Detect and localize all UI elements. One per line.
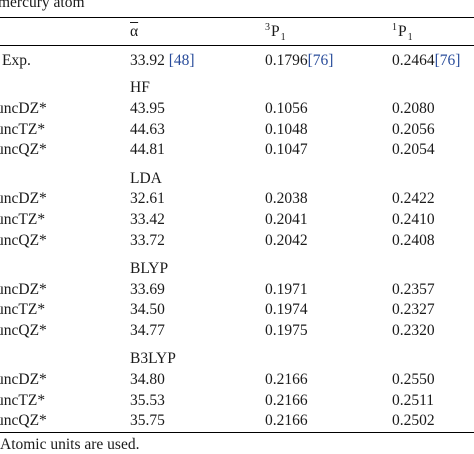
bottom-rule <box>0 432 474 433</box>
citation-link[interactable]: [76] <box>434 52 461 69</box>
row-alpha: 35.53 <box>130 392 165 409</box>
row-p3: 0.1974 <box>265 301 308 318</box>
row-alpha: 44.63 <box>130 121 165 138</box>
row-alpha: 44.81 <box>130 141 165 158</box>
exp-p1: 0.2464[76] <box>392 52 461 69</box>
exp-p3: 0.1796[76] <box>265 52 334 69</box>
row-basis: uncQZ* <box>0 232 47 249</box>
section-title: B3LYP <box>130 350 176 367</box>
row-p1: 0.2054 <box>392 141 435 158</box>
row-p1: 0.2410 <box>392 211 435 228</box>
table-footnote: Atomic units are used. <box>0 436 140 453</box>
row-p3: 0.1056 <box>265 100 308 117</box>
exp-alpha: 33.92 [48] <box>130 52 195 69</box>
row-p3: 0.1975 <box>265 322 308 339</box>
row-basis: uncDZ* <box>0 190 47 207</box>
row-p3: 0.1047 <box>265 141 308 158</box>
row-p1: 0.2408 <box>392 232 435 249</box>
row-alpha: 34.80 <box>130 371 165 388</box>
section-title: LDA <box>130 170 162 187</box>
section-title: HF <box>130 79 150 96</box>
row-basis: uncTZ* <box>0 392 46 409</box>
row-alpha: 33.72 <box>130 232 165 249</box>
row-p1: 0.2056 <box>392 121 435 138</box>
row-basis: uncDZ* <box>0 371 47 388</box>
header-rule <box>0 45 474 46</box>
table-caption: mercury atom <box>0 0 85 11</box>
row-p1: 0.2357 <box>392 281 435 298</box>
top-rule <box>0 17 474 18</box>
row-p1: 0.2080 <box>392 100 435 117</box>
row-p1: 0.2327 <box>392 301 435 318</box>
exp-label: Exp. <box>2 52 31 69</box>
row-basis: uncTZ* <box>0 121 46 138</box>
row-p3: 0.1048 <box>265 121 308 138</box>
row-p3: 0.2041 <box>265 211 308 228</box>
row-p1: 0.2320 <box>392 322 435 339</box>
header-triplet-p1: 3P1 <box>265 22 286 43</box>
row-basis: uncQZ* <box>0 322 47 339</box>
row-p1: 0.2550 <box>392 371 435 388</box>
row-alpha: 33.42 <box>130 211 165 228</box>
row-alpha: 35.75 <box>130 412 165 429</box>
section-title: BLYP <box>130 260 169 277</box>
row-p3: 0.2166 <box>265 392 308 409</box>
row-alpha: 34.50 <box>130 301 165 318</box>
alpha-symbol: α <box>130 23 139 40</box>
citation-link[interactable]: [76] <box>307 52 334 69</box>
row-p1: 0.2511 <box>392 392 435 409</box>
row-basis: uncQZ* <box>0 141 47 158</box>
row-alpha: 32.61 <box>130 190 165 207</box>
row-basis: uncDZ* <box>0 100 47 117</box>
row-p3: 0.2166 <box>265 371 308 388</box>
row-basis: uncQZ* <box>0 412 47 429</box>
row-p1: 0.2502 <box>392 412 435 429</box>
row-basis: uncTZ* <box>0 211 46 228</box>
row-p3: 0.2042 <box>265 232 308 249</box>
citation-link[interactable]: [48] <box>168 52 195 69</box>
row-basis: uncDZ* <box>0 281 47 298</box>
row-p1: 0.2422 <box>392 190 435 207</box>
header-alpha: α <box>130 23 138 41</box>
row-p3: 0.2038 <box>265 190 308 207</box>
row-alpha: 34.77 <box>130 322 165 339</box>
row-alpha: 43.95 <box>130 100 165 117</box>
row-basis: uncTZ* <box>0 301 46 318</box>
row-alpha: 33.69 <box>130 281 165 298</box>
row-p3: 0.2166 <box>265 412 308 429</box>
header-singlet-p1: 1P1 <box>392 22 413 43</box>
row-p3: 0.1971 <box>265 281 308 298</box>
